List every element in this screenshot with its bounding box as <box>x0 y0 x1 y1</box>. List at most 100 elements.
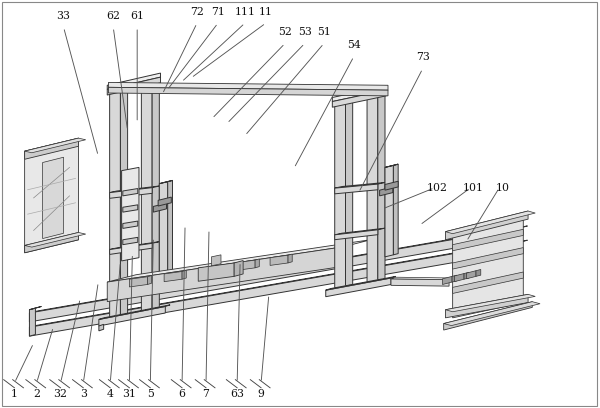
Polygon shape <box>394 164 398 255</box>
Polygon shape <box>142 74 160 79</box>
Polygon shape <box>110 186 160 193</box>
Polygon shape <box>367 89 378 285</box>
Polygon shape <box>109 82 388 90</box>
Polygon shape <box>29 226 527 313</box>
Polygon shape <box>234 261 243 276</box>
Polygon shape <box>107 239 372 282</box>
Polygon shape <box>335 184 378 194</box>
Text: 63: 63 <box>230 389 244 399</box>
Text: 10: 10 <box>496 183 509 193</box>
Text: 1: 1 <box>11 389 18 399</box>
Polygon shape <box>445 294 535 312</box>
Text: 61: 61 <box>130 11 144 21</box>
Text: 62: 62 <box>106 11 120 21</box>
Polygon shape <box>385 165 394 257</box>
Polygon shape <box>25 138 79 159</box>
Polygon shape <box>378 88 385 282</box>
Text: 111: 111 <box>235 7 256 17</box>
Polygon shape <box>142 76 152 315</box>
Text: 3: 3 <box>80 389 87 399</box>
Polygon shape <box>110 81 128 86</box>
Polygon shape <box>332 86 386 102</box>
Polygon shape <box>211 255 221 266</box>
Polygon shape <box>29 228 521 322</box>
Polygon shape <box>464 272 469 279</box>
Polygon shape <box>130 277 148 287</box>
Text: 4: 4 <box>107 389 113 399</box>
Polygon shape <box>25 138 79 253</box>
Polygon shape <box>164 271 182 282</box>
Polygon shape <box>452 272 523 293</box>
Polygon shape <box>335 230 378 240</box>
Polygon shape <box>335 182 385 188</box>
Polygon shape <box>110 243 152 255</box>
Polygon shape <box>123 237 138 245</box>
Polygon shape <box>122 167 139 261</box>
Polygon shape <box>160 182 168 281</box>
Polygon shape <box>445 211 528 240</box>
Text: 11: 11 <box>259 7 273 17</box>
Polygon shape <box>466 271 476 279</box>
Polygon shape <box>110 83 121 320</box>
Polygon shape <box>29 306 41 310</box>
Text: 2: 2 <box>33 389 40 399</box>
Polygon shape <box>443 302 540 326</box>
Polygon shape <box>454 273 464 282</box>
Polygon shape <box>123 205 138 212</box>
Text: 32: 32 <box>53 389 68 399</box>
Polygon shape <box>152 74 160 311</box>
Polygon shape <box>29 242 521 336</box>
Polygon shape <box>121 81 128 317</box>
Polygon shape <box>99 324 104 331</box>
Text: 73: 73 <box>416 53 430 62</box>
Polygon shape <box>452 275 457 282</box>
Polygon shape <box>107 73 161 89</box>
Polygon shape <box>29 308 35 336</box>
Polygon shape <box>107 247 343 302</box>
Polygon shape <box>335 95 346 289</box>
Text: 5: 5 <box>147 389 154 399</box>
Text: 71: 71 <box>211 7 225 17</box>
Polygon shape <box>442 276 452 284</box>
Polygon shape <box>452 217 523 318</box>
Polygon shape <box>270 255 288 265</box>
Polygon shape <box>123 188 138 196</box>
Polygon shape <box>148 275 152 284</box>
Polygon shape <box>476 269 481 276</box>
Polygon shape <box>332 90 386 107</box>
Text: 52: 52 <box>278 27 292 37</box>
Polygon shape <box>367 88 385 93</box>
Polygon shape <box>445 211 535 234</box>
Polygon shape <box>123 221 138 228</box>
Text: 31: 31 <box>122 389 136 399</box>
Text: 33: 33 <box>56 11 71 21</box>
Polygon shape <box>326 276 396 290</box>
Polygon shape <box>452 248 523 269</box>
Polygon shape <box>391 279 449 286</box>
Text: 102: 102 <box>427 183 448 193</box>
Polygon shape <box>237 260 255 270</box>
Polygon shape <box>219 264 223 273</box>
Polygon shape <box>443 302 532 330</box>
Polygon shape <box>385 164 398 167</box>
Polygon shape <box>182 270 186 279</box>
Text: 9: 9 <box>257 389 265 399</box>
Polygon shape <box>380 187 393 196</box>
Polygon shape <box>29 240 527 327</box>
Polygon shape <box>385 181 398 190</box>
Polygon shape <box>107 77 161 95</box>
Polygon shape <box>198 263 234 281</box>
Text: 53: 53 <box>298 27 312 37</box>
Polygon shape <box>99 305 170 319</box>
Polygon shape <box>160 180 172 184</box>
Polygon shape <box>346 93 353 286</box>
Polygon shape <box>326 278 391 297</box>
Polygon shape <box>168 180 172 279</box>
Polygon shape <box>110 188 152 198</box>
Polygon shape <box>445 294 528 318</box>
Polygon shape <box>25 138 86 153</box>
Polygon shape <box>335 93 353 98</box>
Text: 7: 7 <box>203 389 209 399</box>
Polygon shape <box>391 277 454 279</box>
Text: 6: 6 <box>179 389 185 399</box>
